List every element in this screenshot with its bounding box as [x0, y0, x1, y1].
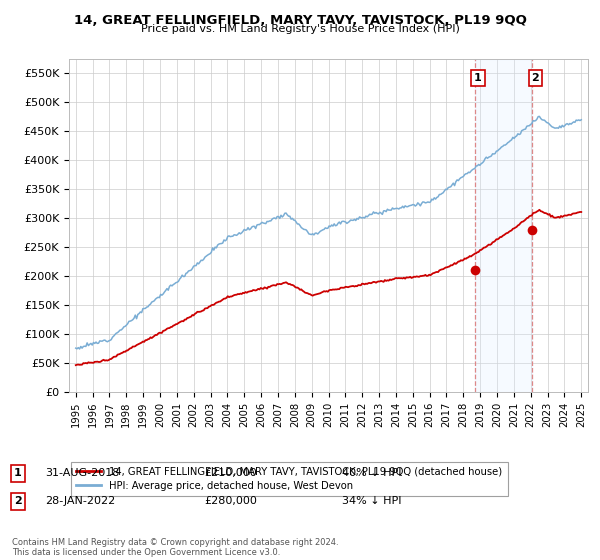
Text: 14, GREAT FELLINGFIELD, MARY TAVY, TAVISTOCK, PL19 9QQ: 14, GREAT FELLINGFIELD, MARY TAVY, TAVIS… — [74, 14, 526, 27]
Text: £210,000: £210,000 — [204, 468, 257, 478]
Legend: 14, GREAT FELLINGFIELD, MARY TAVY, TAVISTOCK, PL19 9QQ (detached house), HPI: Av: 14, GREAT FELLINGFIELD, MARY TAVY, TAVIS… — [71, 462, 508, 496]
Bar — [475, 59, 532, 392]
Text: Price paid vs. HM Land Registry's House Price Index (HPI): Price paid vs. HM Land Registry's House … — [140, 24, 460, 34]
Text: 34% ↓ HPI: 34% ↓ HPI — [342, 496, 401, 506]
Text: 28-JAN-2022: 28-JAN-2022 — [45, 496, 115, 506]
Text: 1: 1 — [474, 73, 482, 83]
Text: Contains HM Land Registry data © Crown copyright and database right 2024.
This d: Contains HM Land Registry data © Crown c… — [12, 538, 338, 557]
Text: 31-AUG-2018: 31-AUG-2018 — [45, 468, 119, 478]
Text: 2: 2 — [14, 496, 22, 506]
Text: £280,000: £280,000 — [204, 496, 257, 506]
Text: 1: 1 — [14, 468, 22, 478]
Text: 40% ↓ HPI: 40% ↓ HPI — [342, 468, 401, 478]
Text: 2: 2 — [532, 73, 539, 83]
